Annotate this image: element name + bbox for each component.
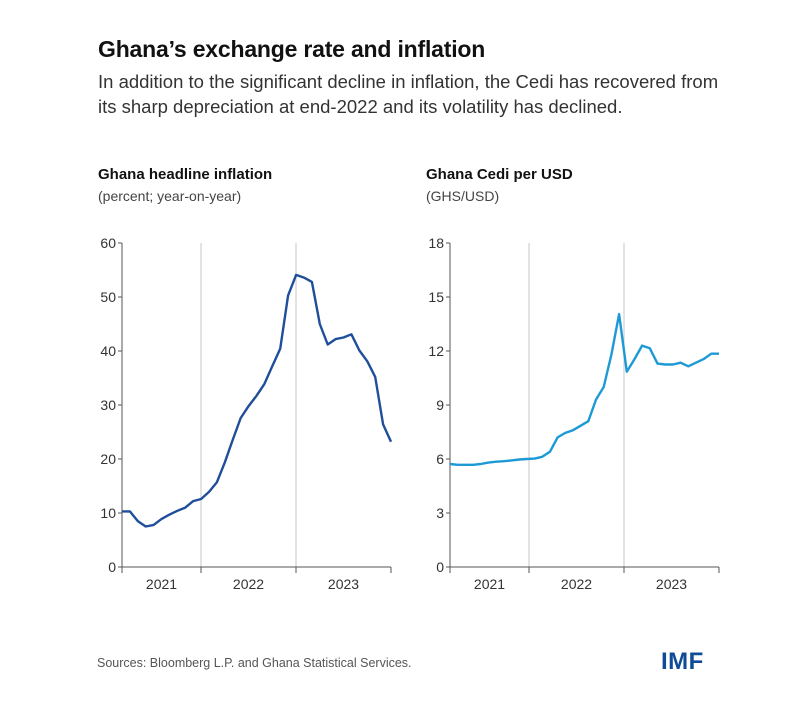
exchange-rate-chart: 0 3 6 9 12 15 18 2021 2022 2023 <box>428 235 720 592</box>
x-tick-label: 2021 <box>146 576 177 592</box>
x-tick-label: 2022 <box>561 576 592 592</box>
inflation-chart: 0 10 20 30 40 50 60 2021 2022 2023 <box>100 235 393 592</box>
y-tick-label: 18 <box>428 235 444 251</box>
right-panel-title: Ghana Cedi per USD <box>426 166 573 183</box>
y-tick-label: 10 <box>100 505 116 521</box>
left-panel-title: Ghana headline inflation <box>98 166 273 183</box>
x-tick-label: 2022 <box>233 576 264 592</box>
y-tick-label: 0 <box>436 559 444 575</box>
x-tick-label: 2023 <box>656 576 687 592</box>
y-tick-label: 20 <box>100 451 116 467</box>
right-panel-subtitle: (GHS/USD) <box>426 188 500 204</box>
y-tick-label: 15 <box>428 289 444 305</box>
series-line <box>122 273 393 528</box>
y-tick-label: 9 <box>436 397 444 413</box>
chart-title: Ghana’s exchange rate and inflation <box>98 36 486 62</box>
y-tick-label: 0 <box>108 559 116 575</box>
x-tick-label: 2023 <box>328 576 359 592</box>
x-tick-label: 2021 <box>474 576 505 592</box>
chart-subtitle: In addition to the significant decline i… <box>98 71 719 117</box>
imf-logo: IMF <box>661 648 704 675</box>
source-note: Sources: Bloomberg L.P. and Ghana Statis… <box>97 656 412 670</box>
series-line <box>449 312 719 466</box>
y-tick-label: 3 <box>436 505 444 521</box>
y-tick-label: 30 <box>100 397 116 413</box>
y-tick-label: 50 <box>100 289 116 305</box>
y-tick-label: 40 <box>100 343 116 359</box>
y-tick-label: 60 <box>100 235 116 251</box>
y-tick-label: 12 <box>428 343 444 359</box>
left-panel-subtitle: (percent; year-on-year) <box>98 188 242 204</box>
y-tick-label: 6 <box>436 451 444 467</box>
